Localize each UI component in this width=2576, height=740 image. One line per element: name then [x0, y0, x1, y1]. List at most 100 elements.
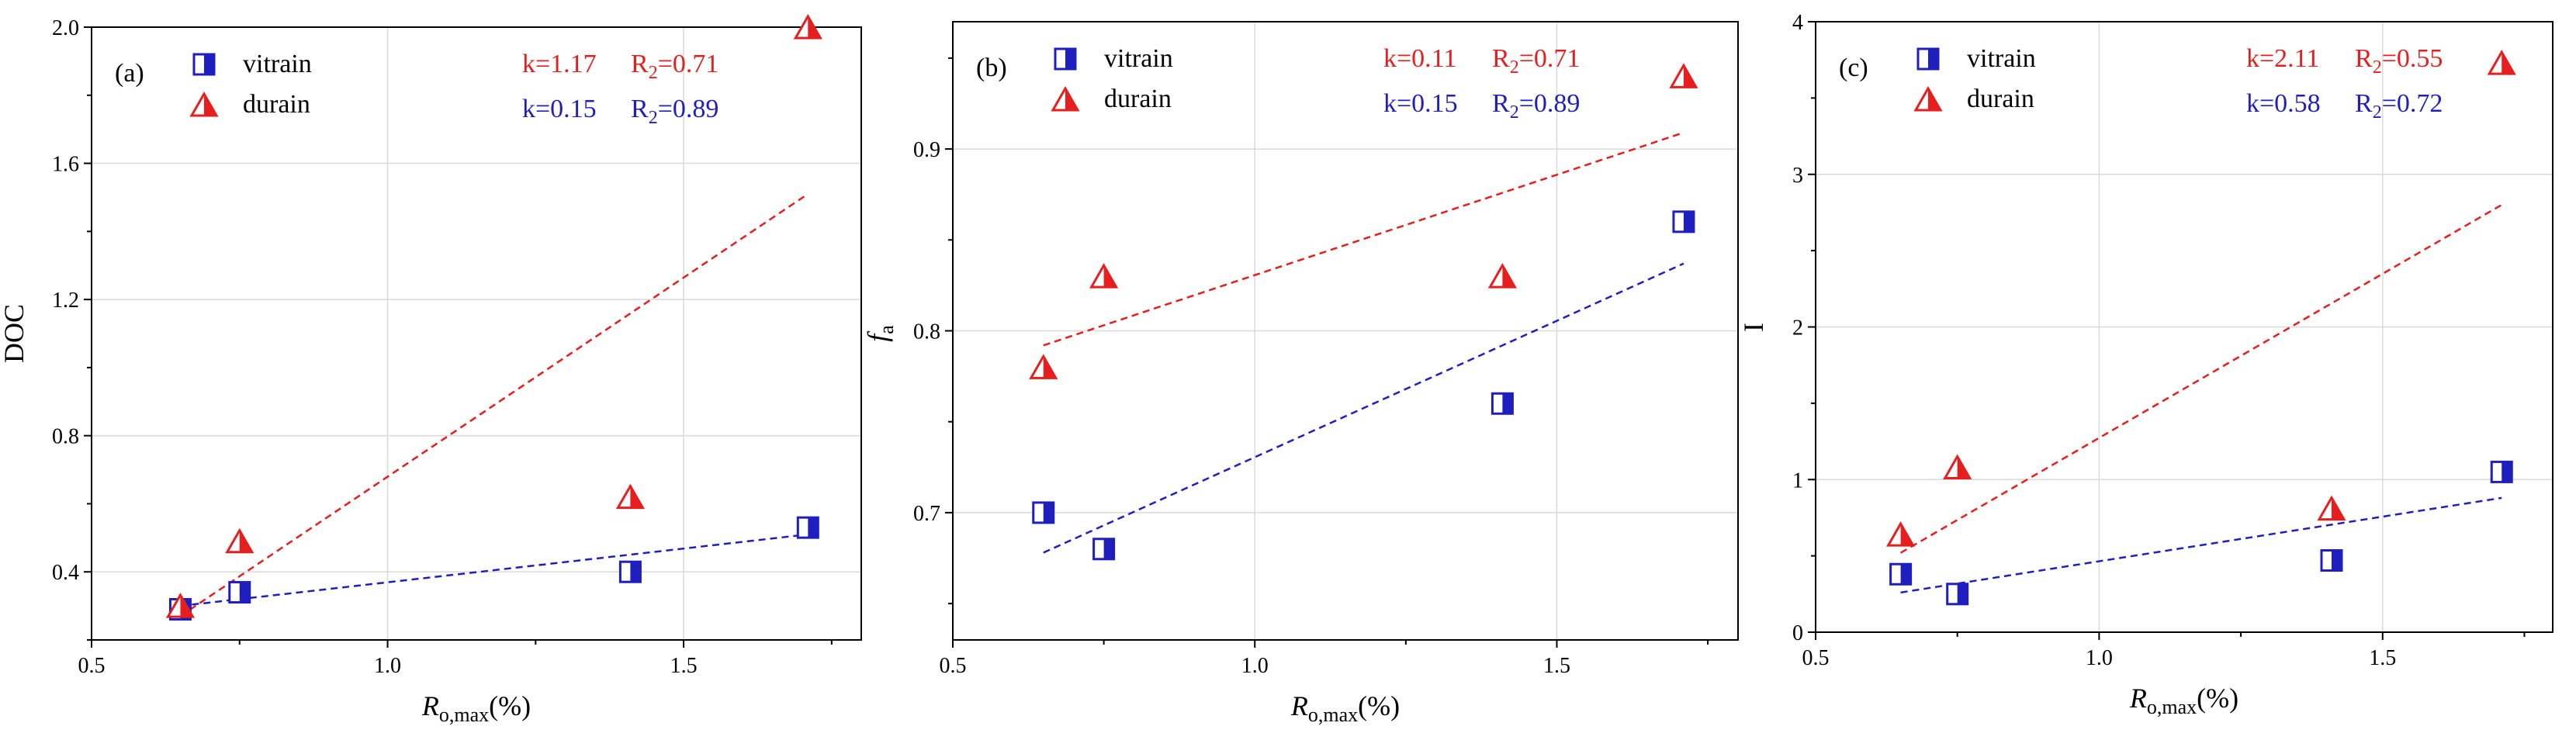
- panel-label: (c): [1839, 54, 1868, 82]
- panel-label: (b): [976, 54, 1007, 82]
- y-axis-label: DOC: [0, 304, 29, 363]
- vitrain-point: [1032, 501, 1055, 524]
- legend-marker-vitrain-outline: [192, 53, 216, 76]
- vitrain-point: [1889, 562, 1913, 586]
- y-tick-label: 1.6: [52, 153, 79, 177]
- vitrain-point: [228, 581, 251, 604]
- vitrain-fit-k: k=0.15: [1383, 89, 1458, 118]
- r2-value: =0.71: [1519, 44, 1581, 73]
- legend-marker-durain: [189, 91, 219, 117]
- durain-fit-line: [1043, 131, 1684, 347]
- vitrain-fit-line: [1043, 262, 1684, 554]
- y-tick-label: 2.0: [52, 16, 79, 40]
- durain-fit-k: k=1.17: [522, 50, 597, 78]
- r2-main: R: [2355, 89, 2373, 118]
- legend-label-durain: durain: [1967, 85, 2034, 113]
- legend-label-durain: durain: [243, 90, 310, 119]
- vitrain-fit-r2: R2=0.89: [1492, 89, 1580, 123]
- y-tick-label: 0.8: [913, 320, 940, 344]
- legend-label-vitrain: vitrain: [243, 50, 312, 78]
- vitrain-point-fill: [1103, 538, 1114, 559]
- x-axis-label: Ro,max(%): [2129, 683, 2238, 718]
- vitrain-fit-r2: R2=0.72: [2355, 89, 2443, 123]
- durain-point-outline: [2487, 50, 2516, 75]
- vitrain-point-fill: [2332, 550, 2342, 571]
- durain-fit-k: k=2.11: [2246, 44, 2319, 73]
- legend-label-vitrain: vitrain: [1104, 44, 1173, 73]
- y-axis-label: fa: [862, 325, 898, 342]
- vitrain-point: [1491, 392, 1514, 415]
- r2-sub: 2: [2373, 102, 2382, 123]
- legend-marker-vitrain-outline: [1916, 47, 1940, 71]
- r2-sub: 2: [1510, 102, 1519, 123]
- x-axis-label-sub: o,max: [439, 704, 489, 726]
- vitrain-point-outline: [796, 516, 819, 539]
- durain-point: [2317, 495, 2346, 521]
- y-tick-label: 1.2: [52, 289, 79, 313]
- vitrain-point-outline: [1946, 583, 1969, 606]
- vitrain-point-outline: [1092, 538, 1116, 561]
- vitrain-point-outline: [1889, 562, 1913, 586]
- x-axis-label: Ro,max(%): [421, 690, 531, 726]
- durain-point: [1089, 263, 1119, 289]
- plot-frame: [91, 26, 862, 641]
- x-axis-label-sub: o,max: [2147, 696, 2197, 718]
- x-tick-label: 1.0: [2086, 646, 2113, 670]
- durain-point-outline: [615, 483, 645, 510]
- vitrain-point: [796, 516, 819, 539]
- durain-point-outline: [1669, 63, 1698, 88]
- r2-value: =0.89: [1519, 89, 1581, 118]
- vitrain-point-outline: [2320, 549, 2343, 572]
- y-tick-label: 1: [1792, 469, 1803, 493]
- x-axis-label-main: R: [421, 690, 439, 721]
- legend-marker-durain: [1913, 85, 1943, 112]
- r2-sub: 2: [649, 108, 658, 128]
- vitrain-point-fill: [1502, 393, 1513, 414]
- y-axis-label-sub: a: [875, 325, 898, 334]
- r2-value: =0.89: [658, 95, 719, 123]
- legend-marker-durain-outline: [1913, 85, 1943, 112]
- durain-point: [225, 527, 254, 554]
- x-tick-label: 1.0: [1241, 654, 1269, 678]
- y-axis-label: I: [1738, 323, 1769, 332]
- legend-marker-vitrain-outline: [1054, 47, 1077, 71]
- vitrain-point-fill: [1683, 211, 1694, 232]
- r2-sub: 2: [2373, 57, 2382, 78]
- legend-label-vitrain: vitrain: [1967, 44, 2036, 73]
- legend-marker-vitrain: [192, 53, 216, 76]
- durain-point-outline: [793, 13, 822, 40]
- y-tick-label: 0.9: [913, 138, 940, 162]
- r2-value: =0.71: [658, 50, 719, 78]
- durain-fit-line: [179, 193, 809, 617]
- y-tick-label: 0.8: [52, 425, 79, 449]
- durain-point-outline: [1089, 263, 1119, 289]
- y-tick-label: 2: [1792, 316, 1803, 341]
- r2-value: =0.55: [2382, 44, 2443, 73]
- vitrain-point-fill: [1043, 502, 1054, 523]
- x-tick-label: 1.0: [374, 654, 401, 678]
- vitrain-point-outline: [1491, 392, 1514, 415]
- r2-main: R: [1492, 44, 1510, 73]
- legend-marker-durain-outline: [189, 91, 219, 117]
- durain-point: [615, 483, 645, 510]
- x-axis-label-main: R: [1290, 690, 1308, 721]
- r2-sub: 2: [649, 63, 658, 83]
- durain-fit-r2: R2=0.71: [1492, 44, 1580, 78]
- durain-point-outline: [1029, 354, 1058, 379]
- x-axis-label-main: R: [2129, 683, 2147, 714]
- vitrain-point-fill: [630, 562, 641, 583]
- vitrain-point-fill: [2502, 462, 2512, 482]
- vitrain-fit-line: [180, 533, 808, 607]
- durain-point-outline: [165, 593, 196, 618]
- durain-point: [793, 13, 822, 40]
- r2-main: R: [1492, 89, 1510, 118]
- vitrain-fit-r2: R2=0.89: [631, 95, 718, 128]
- durain-point: [1669, 63, 1698, 88]
- vitrain-fit-k: k=0.15: [522, 95, 597, 123]
- r2-main: R: [631, 95, 649, 123]
- vitrain-point-fill: [1900, 564, 1911, 585]
- vitrain-fit-line: [1900, 496, 2502, 594]
- vitrain-point-outline: [618, 560, 642, 583]
